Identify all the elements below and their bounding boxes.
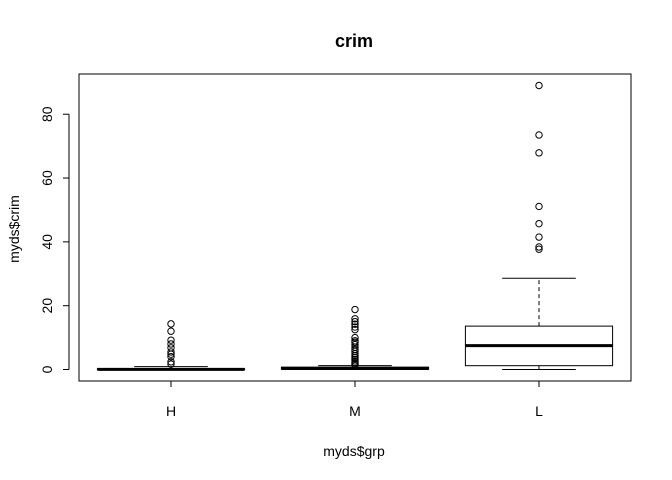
outlier-point	[535, 149, 543, 157]
outlier-point	[351, 317, 359, 326]
outlier-point	[351, 320, 359, 328]
outlier-point	[351, 351, 359, 360]
y-tick-label: 60	[39, 170, 55, 186]
x-tick-label: L	[535, 403, 543, 419]
outlier-point	[167, 358, 175, 366]
box-group-H	[96, 320, 246, 371]
outlier-point	[535, 81, 543, 90]
y-tick-label: 20	[39, 298, 55, 314]
outlier-point	[167, 353, 175, 361]
outlier-point	[535, 243, 543, 251]
outlier-point	[535, 245, 543, 253]
outlier-point	[167, 320, 175, 328]
y-axis-label: myds$crim	[6, 195, 22, 263]
outlier-point	[167, 348, 175, 356]
y-tick-label: 40	[39, 234, 55, 250]
outlier-point	[167, 327, 175, 335]
y-tick-label: 0	[39, 365, 55, 373]
outlier-point	[535, 233, 543, 241]
outlier-point	[351, 361, 359, 369]
boxes	[96, 81, 614, 371]
outlier-point	[535, 202, 543, 211]
outlier-point	[167, 360, 175, 368]
x-axis-label: myds$grp	[323, 443, 385, 459]
outlier-point	[351, 325, 359, 334]
x-tick-label: H	[166, 403, 176, 419]
outlier-point	[351, 338, 359, 347]
chart-title: crim	[335, 31, 373, 51]
y-axis: 0 20 40 60 80	[39, 106, 70, 373]
y-tick-label: 80	[39, 106, 55, 122]
outlier-point	[351, 305, 359, 314]
x-tick-label: M	[349, 403, 361, 419]
outlier-point	[535, 131, 543, 139]
outlier-point	[167, 336, 175, 344]
outlier-point	[535, 219, 543, 228]
outlier-point	[351, 349, 359, 358]
outlier-point	[351, 333, 359, 342]
outlier-point	[167, 340, 175, 348]
outlier-point	[351, 323, 359, 331]
outlier-point	[167, 350, 175, 358]
outlier-point	[351, 315, 359, 323]
box-group-M	[280, 305, 430, 371]
box-group-L	[464, 81, 614, 371]
